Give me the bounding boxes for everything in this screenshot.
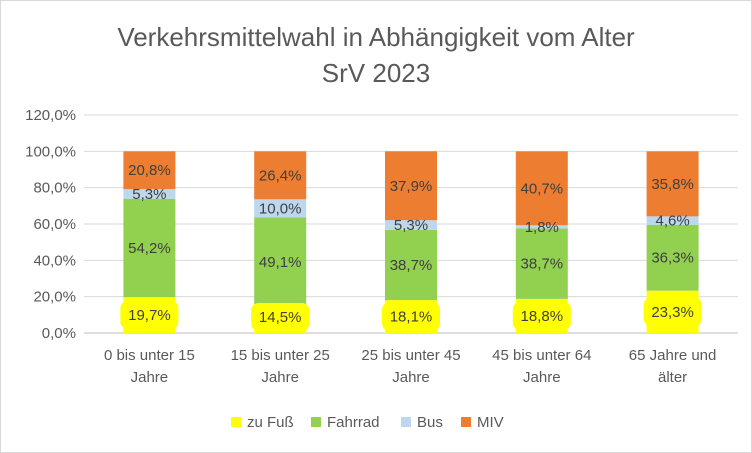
data-label-highlight: [120, 301, 179, 330]
bar-segment: [385, 151, 437, 221]
data-label: 18,8%: [521, 308, 564, 325]
legend-label: Bus: [417, 414, 443, 431]
category-label: 45 bis unter 64: [492, 347, 591, 364]
data-label: 40,7%: [521, 180, 564, 197]
data-label: 23,3%: [651, 304, 694, 321]
data-label: 36,3%: [651, 250, 694, 267]
category-label: Jahre: [523, 369, 561, 386]
data-label: 1,8%: [525, 219, 559, 236]
data-label: 18,1%: [390, 309, 433, 326]
bar-segment: [254, 151, 307, 200]
bar-segment: [515, 225, 568, 229]
data-label: 19,7%: [128, 307, 171, 324]
data-label-highlight: [251, 303, 310, 331]
data-label: 5,3%: [394, 217, 428, 234]
data-label: 4,6%: [655, 213, 689, 230]
bar-segment: [123, 198, 176, 298]
legend-swatch: [311, 417, 321, 427]
chart-title: Verkehrsmittelwahl in Abhängigkeit vom A…: [117, 22, 635, 52]
legend-label: Fahrrad: [327, 414, 380, 431]
legend-label: zu Fuß: [247, 414, 294, 431]
bar-segment: [646, 224, 699, 291]
bar-segment: [515, 151, 568, 226]
y-tick-label: 80,0%: [33, 180, 76, 197]
data-label: 37,9%: [390, 178, 433, 195]
data-label: 20,8%: [128, 162, 171, 179]
chart-subtitle: SrV 2023: [321, 58, 431, 88]
data-label: 38,7%: [521, 256, 564, 273]
bar-segment: [385, 220, 437, 230]
data-label: 10,0%: [259, 200, 302, 217]
category-label: 15 bis unter 25: [231, 347, 330, 364]
category-label: älter: [658, 369, 687, 386]
bar-segment: [123, 151, 176, 190]
data-label: 26,4%: [259, 167, 302, 184]
category-label: Jahre: [261, 369, 299, 386]
data-label: 14,5%: [259, 309, 302, 326]
data-label: 54,2%: [128, 240, 171, 257]
y-tick-label: 40,0%: [33, 252, 76, 269]
data-label: 5,3%: [132, 186, 166, 203]
bar-segment: [385, 229, 437, 301]
bar-segment: [254, 199, 307, 218]
legend-swatch: [461, 417, 471, 427]
category-label: 0 bis unter 15: [104, 347, 195, 364]
legend-swatch: [401, 417, 411, 427]
bar-segment: [646, 216, 699, 225]
data-label: 35,8%: [651, 176, 694, 193]
y-tick-label: 60,0%: [33, 216, 76, 233]
data-label: 38,7%: [390, 257, 433, 274]
legend-swatch: [231, 417, 241, 427]
data-label: 49,1%: [259, 254, 302, 271]
data-label-highlight: [382, 302, 440, 331]
legend-label: MIV: [477, 414, 504, 431]
category-label: Jahre: [392, 369, 430, 386]
bar-segment: [123, 189, 176, 199]
y-tick-label: 120,0%: [25, 107, 76, 124]
bar-segment: [515, 228, 568, 299]
category-label: Jahre: [131, 369, 169, 386]
y-tick-label: 20,0%: [33, 289, 76, 306]
data-label-highlight: [512, 301, 571, 330]
y-tick-label: 0,0%: [42, 325, 76, 342]
category-label: 65 Jahre und: [629, 347, 717, 364]
bar-segment: [646, 151, 699, 217]
category-label: 25 bis unter 45: [361, 347, 460, 364]
bar-segment: [254, 217, 307, 307]
data-label-highlight: [643, 297, 702, 326]
y-tick-label: 100,0%: [25, 143, 76, 160]
